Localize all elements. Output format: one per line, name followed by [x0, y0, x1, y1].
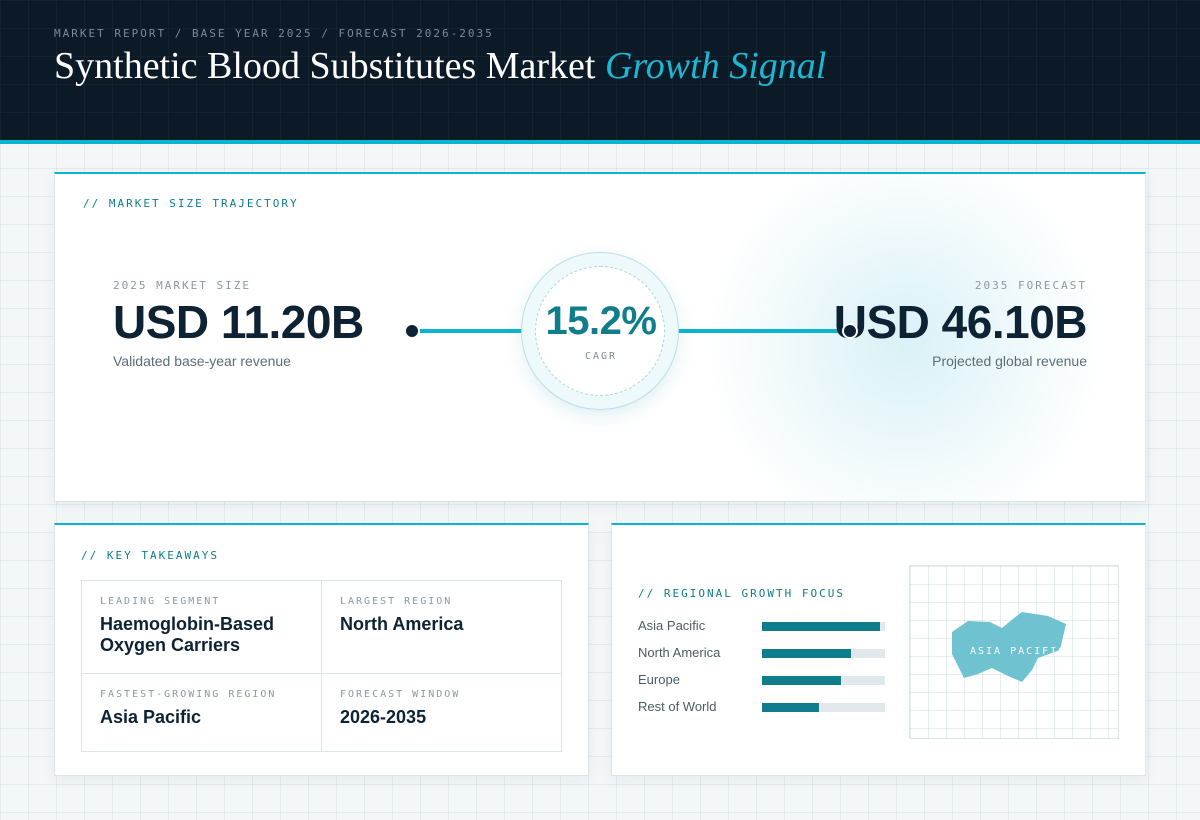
base-year-value: USD 11.20B [113, 296, 364, 348]
base-year-caption: Validated base-year revenue [113, 353, 291, 369]
takeaway-largest-region: LARGEST REGION North America [340, 596, 550, 635]
region-bar-label: Rest of World [638, 699, 717, 714]
region-bar-label: North America [638, 645, 721, 660]
region-bar-row: Asia Pacific [638, 617, 888, 637]
takeaway-value: Asia Pacific [100, 707, 202, 727]
takeaway-fastest-growing-region: FASTEST-GROWING REGION Asia Pacific [100, 689, 310, 728]
region-bar-fill [762, 676, 841, 685]
takeaway-label: LEADING SEGMENT [100, 596, 221, 607]
takeaway-leading-segment: LEADING SEGMENT Haemoglobin-Based Oxygen… [100, 596, 310, 656]
grid-divider-vertical [321, 581, 322, 751]
region-bar-label: Asia Pacific [638, 618, 706, 633]
page-header: MARKET REPORT / BASE YEAR 2025 / FORECAS… [0, 0, 1200, 144]
region-bar-row: Rest of World [638, 698, 888, 718]
page-title-main: Synthetic Blood Substitutes Market [54, 45, 596, 87]
takeaways-section-label: // KEY TAKEAWAYS [81, 549, 219, 562]
grid-divider-horizontal [82, 673, 561, 674]
region-bar-row: Europe [638, 671, 888, 691]
page-title-accent: Growth Signal [604, 45, 827, 87]
region-bar-row: North America [638, 644, 888, 664]
cagr-inner-ring: 15.2% CAGR [535, 266, 665, 396]
regional-growth-card: // REGIONAL GROWTH FOCUS Asia Pacific No… [611, 523, 1146, 776]
region-bar-fill [762, 703, 819, 712]
map-region-label: ASIA PACIFIC [970, 646, 1067, 657]
cagr-value: 15.2% [545, 299, 657, 343]
start-dot [404, 323, 420, 339]
breadcrumb: MARKET REPORT / BASE YEAR 2025 / FORECAS… [54, 27, 494, 40]
cagr-badge: 15.2% CAGR [521, 252, 679, 410]
asia-pacific-map-shape [952, 612, 1066, 682]
end-dot [842, 323, 858, 339]
takeaway-label: FORECAST WINDOW [340, 689, 461, 700]
region-bar-track [762, 703, 885, 712]
regional-section-label: // REGIONAL GROWTH FOCUS [638, 587, 845, 600]
region-bar-track [762, 622, 885, 631]
forecast-label: 2035 FORECAST [974, 279, 1087, 292]
takeaway-label: FASTEST-GROWING REGION [100, 689, 277, 700]
region-bar-fill [762, 649, 851, 658]
cagr-label: CAGR [584, 351, 618, 362]
takeaway-value: Haemoglobin-Based Oxygen Carriers [100, 614, 275, 655]
background-glow [695, 174, 1115, 501]
takeaway-value: North America [340, 614, 464, 634]
forecast-value: USD 46.10B [833, 296, 1088, 348]
takeaways-grid: LEADING SEGMENT Haemoglobin-Based Oxygen… [81, 580, 562, 752]
region-map: ASIA PACIFIC [909, 565, 1119, 739]
key-takeaways-card: // KEY TAKEAWAYS LEADING SEGMENT Haemogl… [54, 523, 589, 776]
region-bar-label: Europe [638, 672, 680, 687]
takeaway-label: LARGEST REGION [340, 596, 453, 607]
page-title: Synthetic Blood Substitutes Market Growt… [54, 44, 826, 88]
market-size-trajectory-card: // MARKET SIZE TRAJECTORY 2025 MARKET SI… [54, 172, 1146, 502]
region-bar-track [762, 676, 885, 685]
takeaway-value: 2026-2035 [340, 707, 427, 727]
base-year-label: 2025 MARKET SIZE [113, 279, 251, 292]
region-bar-fill [762, 622, 881, 631]
forecast-caption: Projected global revenue [932, 353, 1087, 369]
takeaway-forecast-window: FORECAST WINDOW 2026-2035 [340, 689, 550, 728]
region-bar-track [762, 649, 885, 658]
trajectory-section-label: // MARKET SIZE TRAJECTORY [83, 197, 299, 210]
